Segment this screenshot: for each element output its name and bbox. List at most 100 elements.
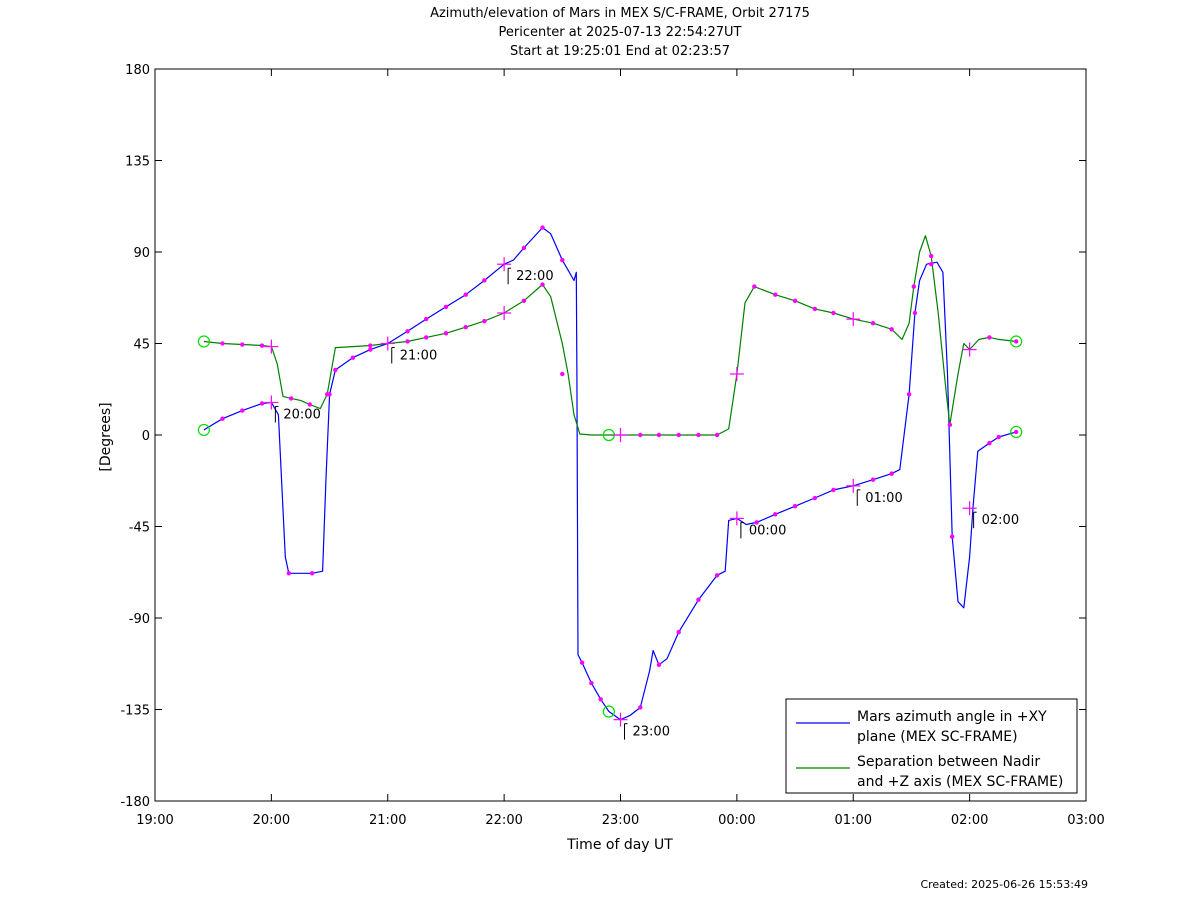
legend-label-azimuth-1: Mars azimuth angle in +XY: [857, 709, 1047, 725]
data-point-dot: [405, 329, 410, 334]
data-point-dot: [240, 342, 245, 347]
data-point-dot: [656, 662, 662, 667]
hour-annotation-label: 00:00: [749, 523, 786, 538]
data-point-dot: [754, 520, 759, 525]
data-point-dot: [405, 339, 410, 344]
x-tick-label: 00:00: [718, 813, 755, 828]
data-point-dot: [889, 471, 894, 476]
x-axis-label: Time of day UT: [566, 837, 673, 853]
data-point-dot: [911, 284, 916, 289]
series-layer: [203, 227, 1017, 721]
data-point-dot: [831, 487, 836, 493]
hour-annotation: 02:00: [973, 511, 1019, 529]
legend-label-separation-1: Separation between Nadir: [857, 754, 1040, 770]
hour-annotation: 22:00: [507, 267, 554, 285]
endpoint-circle: [602, 705, 615, 718]
data-point-dot: [812, 495, 818, 501]
hour-cross-marker: [380, 336, 395, 351]
data-point-dot: [831, 310, 836, 316]
data-point-dot: [714, 432, 720, 438]
data-point-dot: [987, 440, 992, 446]
data-point-dot: [792, 298, 798, 303]
data-point-dot: [560, 371, 565, 377]
hour-annotation: 20:00: [274, 405, 321, 423]
data-point-dot: [521, 298, 527, 303]
data-point-dot: [220, 341, 225, 346]
data-point-dot: [1013, 429, 1019, 435]
hour-cross-marker: [962, 342, 977, 357]
data-point-dot: [443, 304, 449, 310]
legend: Mars azimuth angle in +XY plane (MEX SC-…: [785, 698, 1078, 794]
data-point-dot: [540, 282, 545, 287]
data-point-dot: [325, 392, 330, 397]
legend-label-separation-2: and +Z axis (MEX SC-FRAME): [857, 774, 1063, 790]
endpoint-circle: [1010, 335, 1023, 348]
data-point-dot: [288, 396, 294, 401]
y-tick-label: -90: [129, 612, 150, 627]
data-point-dot: [540, 225, 545, 230]
axis-ticks: 19:00 20:00 21:00 22:00 23:00 00:00 01:00 02:00…: [120, 63, 1104, 828]
data-point-dot: [696, 597, 701, 602]
data-point-dot: [870, 320, 876, 326]
y-tick-label: 90: [133, 246, 150, 261]
data-point-dot: [906, 392, 912, 397]
hour-cross-marker: [846, 312, 861, 327]
data-point-dot: [949, 534, 955, 539]
y-tick-label: 0: [142, 429, 150, 444]
hour-annotation: 23:00: [624, 723, 670, 740]
data-point-dot: [696, 432, 701, 438]
data-point-dot: [792, 503, 798, 509]
hour-cross-marker: [613, 712, 628, 727]
data-point-dot: [286, 571, 292, 576]
hour-cross-marker: [497, 306, 512, 320]
y-tick-label: 180: [125, 63, 150, 78]
hour-annotation-label: 23:00: [633, 725, 670, 740]
hour-cross-marker: [846, 478, 861, 493]
chart-title-line-1: Azimuth/elevation of Mars in MEX S/C-FRA…: [430, 6, 810, 21]
hour-annotation-label: 01:00: [865, 491, 902, 506]
data-point-dot: [996, 434, 1001, 440]
created-timestamp: Created: 2025-06-26 15:53:49: [920, 878, 1088, 891]
data-point-dot: [870, 477, 876, 482]
hour-annotations: 20:00 21:00 22:00 23:00 00:00 01:00 02:00: [274, 267, 1019, 740]
data-point-dot: [423, 316, 429, 322]
y-tick-label: 135: [125, 155, 150, 170]
data-point-dot: [1013, 339, 1019, 344]
hour-annotation-label: 02:00: [982, 513, 1019, 528]
marker-layer: [197, 225, 1023, 727]
hour-annotation-label: 22:00: [516, 269, 553, 284]
hour-cross-marker: [962, 501, 977, 516]
x-tick-label: 23:00: [602, 813, 639, 828]
y-tick-label: -45: [129, 521, 150, 536]
x-tick-label: 21:00: [369, 813, 406, 828]
data-point-dot: [714, 573, 720, 578]
data-point-dot: [368, 343, 373, 348]
data-point-dot: [638, 432, 643, 438]
data-point-dot: [463, 325, 468, 330]
x-tick-label: 01:00: [835, 813, 872, 828]
data-point-dot: [463, 292, 468, 297]
chart-title-line-2: Pericenter at 2025-07-13 22:54:27UT: [498, 25, 742, 40]
data-point-dot: [240, 408, 245, 413]
data-point-dot: [676, 432, 681, 438]
data-point-dot: [350, 355, 356, 360]
data-point-dot: [220, 416, 225, 421]
data-point-dot: [929, 253, 934, 259]
x-tick-label: 02:00: [951, 813, 988, 828]
x-tick-label: 19:00: [136, 813, 173, 828]
legend-box: [785, 698, 1078, 794]
data-point-dot: [773, 512, 778, 517]
hour-annotation-label: 20:00: [283, 407, 320, 422]
data-point-dot: [589, 680, 594, 686]
data-point-dot: [443, 331, 449, 336]
y-tick-label: -135: [120, 704, 150, 719]
data-point-dot: [333, 367, 338, 373]
endpoint-circle: [1010, 425, 1023, 439]
legend-label-azimuth-2: plane (MEX SC-FRAME): [857, 729, 1018, 745]
y-axis-label: [Degrees]: [98, 402, 114, 471]
hour-cross-marker: [497, 257, 512, 272]
data-point-dot: [812, 306, 818, 312]
hour-cross-marker: [264, 339, 279, 354]
y-tick-label: -180: [120, 795, 150, 810]
